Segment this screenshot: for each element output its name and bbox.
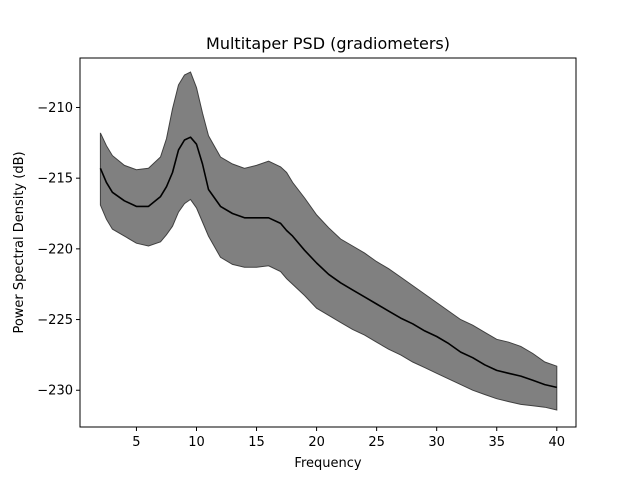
x-tick-label: 5	[132, 435, 140, 450]
x-tick-label: 25	[368, 435, 385, 450]
x-tick-label: 30	[428, 435, 445, 450]
y-tick-label: −225	[37, 313, 73, 328]
confidence-band-layer	[99, 71, 558, 411]
x-tick-label: 10	[188, 435, 205, 450]
x-tick-label: 15	[248, 435, 265, 450]
y-tick-label: −210	[37, 101, 73, 116]
x-tick-label: 20	[308, 435, 325, 450]
x-axis: 5 10 15 20 25 30 35 40	[132, 427, 565, 450]
axes-frame	[79, 57, 577, 428]
y-tick-label: −215	[37, 172, 73, 187]
y-axis: −210 −215 −220 −225 −230	[37, 101, 80, 399]
mean-psd-line	[99, 136, 557, 389]
y-tick-label: −230	[37, 384, 73, 399]
chart-title: Multitaper PSD (gradiometers)	[206, 34, 450, 53]
y-tick-label: −220	[37, 242, 73, 257]
mean-line-layer	[99, 136, 557, 389]
y-axis-label: Power Spectral Density (dB)	[12, 151, 27, 333]
x-axis-label: Frequency	[294, 456, 361, 471]
confidence-band	[99, 71, 558, 411]
x-tick-label: 35	[488, 435, 505, 450]
plot-area	[99, 71, 558, 411]
x-tick-label: 40	[549, 435, 566, 450]
